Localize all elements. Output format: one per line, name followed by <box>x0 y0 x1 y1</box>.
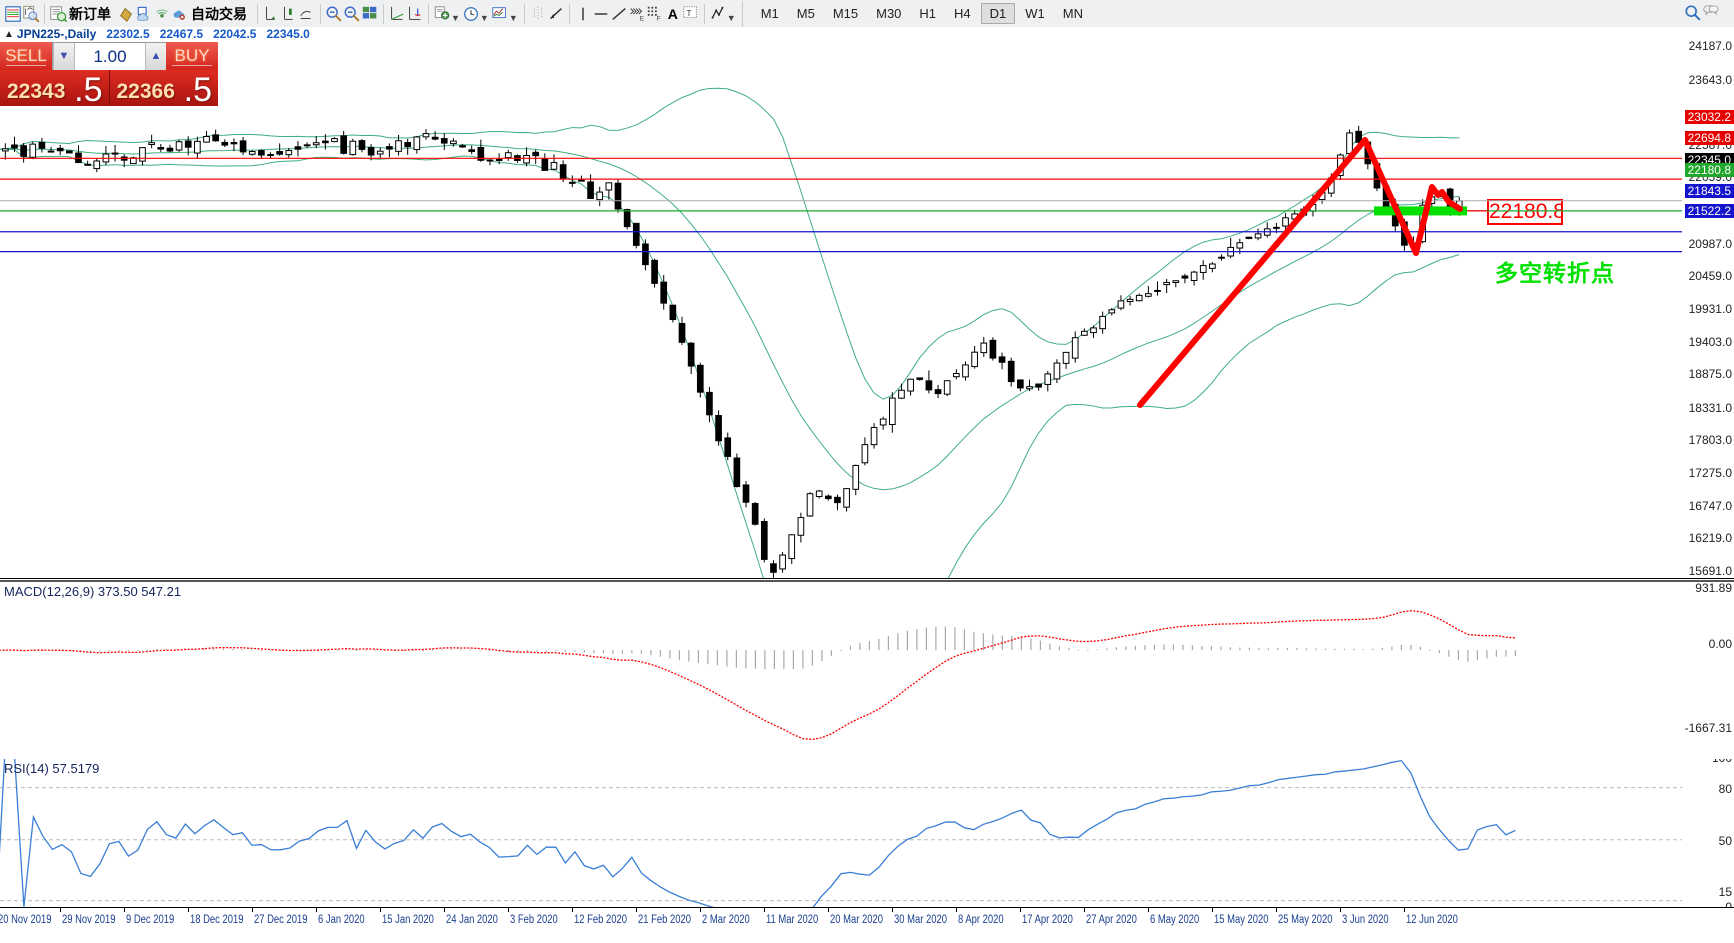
svg-text:F: F <box>657 15 661 22</box>
svg-text:T: T <box>686 8 691 17</box>
svg-text:E: E <box>639 15 643 22</box>
